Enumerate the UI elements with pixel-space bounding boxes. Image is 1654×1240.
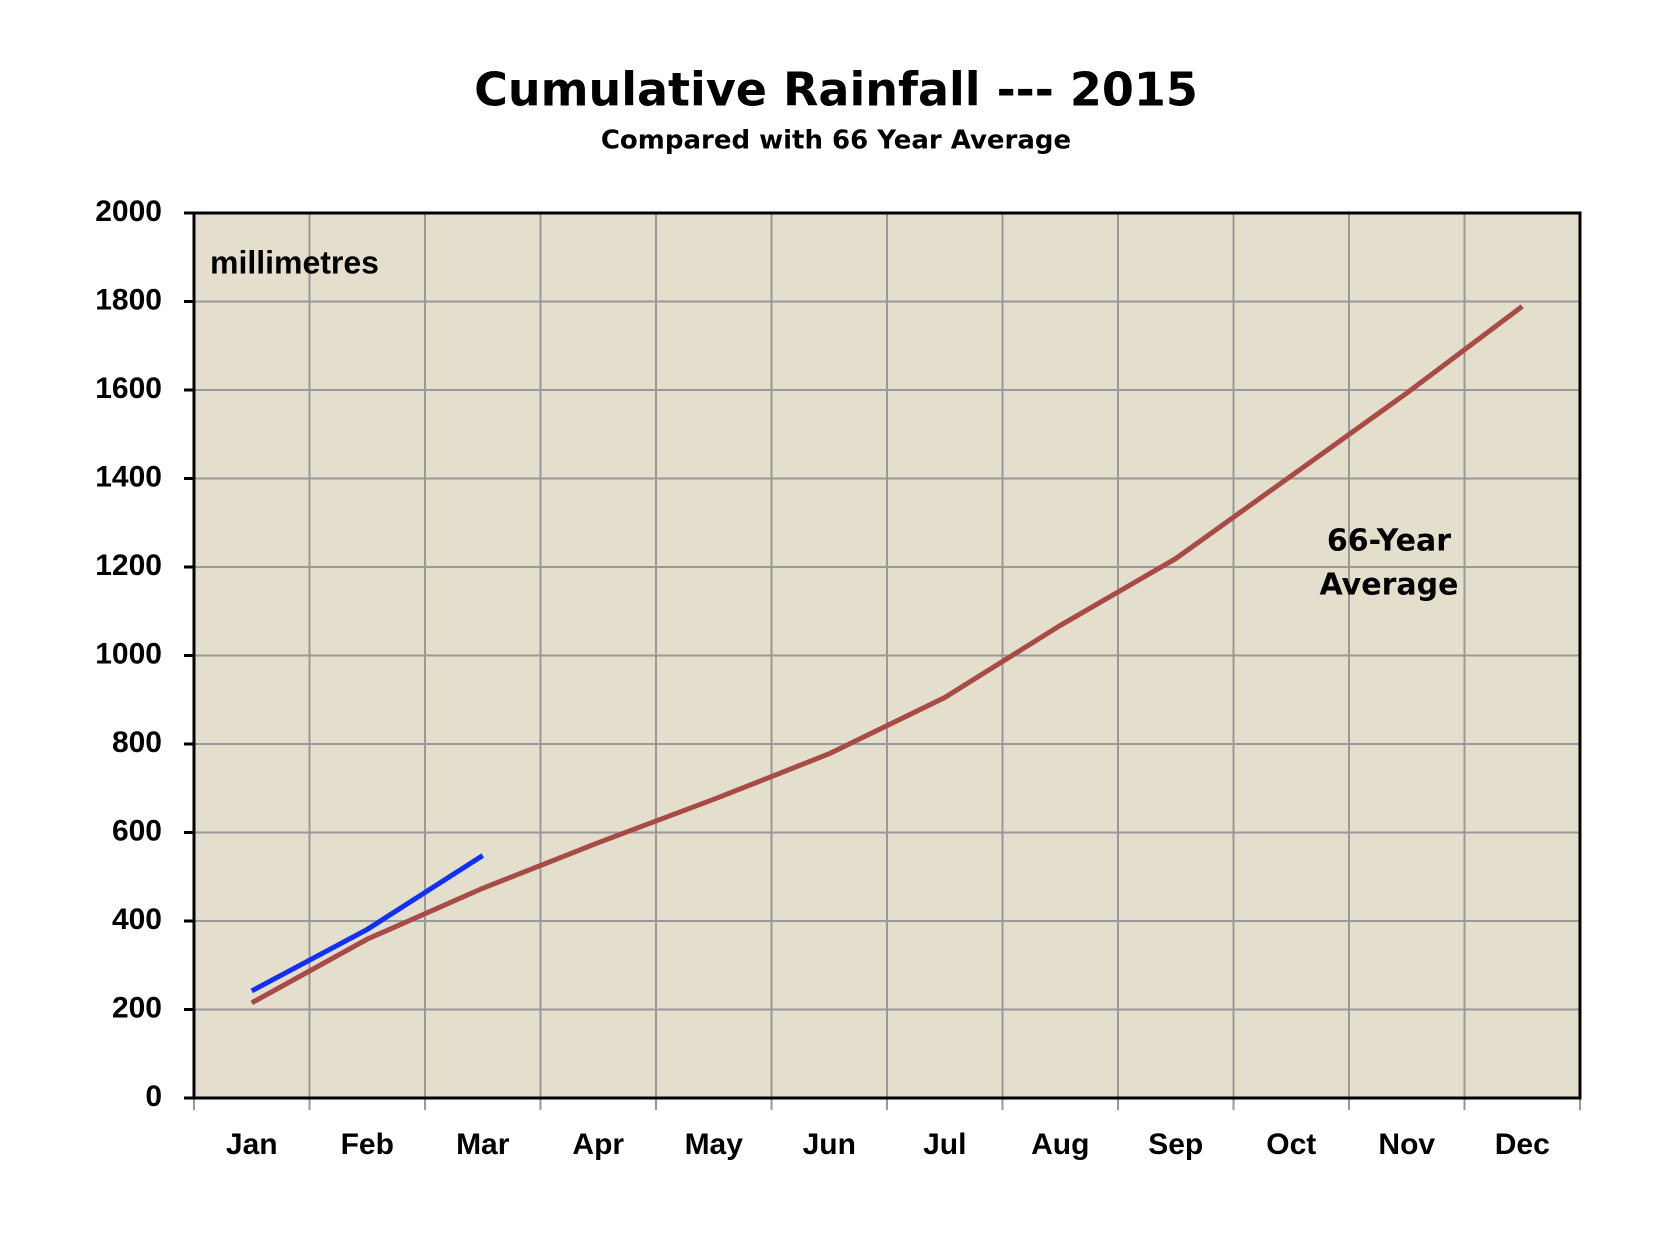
y-tick-label: 1000 — [95, 637, 162, 670]
x-tick-label: Mar — [456, 1128, 510, 1161]
x-tick-label: May — [685, 1128, 744, 1161]
chart-subtitle: Compared with 66 Year Average — [601, 126, 1071, 156]
x-tick-label: Dec — [1495, 1128, 1550, 1161]
x-tick-label: Jan — [226, 1128, 278, 1161]
plot-frame — [192, 211, 1582, 1100]
annotation: Average — [1320, 568, 1459, 603]
y-tick-label: 0 — [145, 1080, 162, 1113]
x-tick-label: Oct — [1266, 1128, 1316, 1161]
x-tick-label: Nov — [1378, 1128, 1435, 1161]
y-tick-label: 1800 — [95, 283, 162, 316]
x-tick-label: Apr — [572, 1128, 624, 1161]
annotation: millimetres — [210, 244, 379, 280]
x-tick-label: Feb — [341, 1128, 394, 1161]
y-tick-label: 600 — [112, 814, 162, 847]
chart-title: Cumulative Rainfall --- 2015 — [474, 63, 1198, 117]
y-tick-label: 800 — [112, 726, 162, 759]
annotation: 66-Year — [1327, 524, 1451, 559]
series-line — [250, 853, 485, 994]
x-tick-label: Jul — [923, 1128, 966, 1161]
y-tick-label: 1200 — [95, 549, 162, 582]
y-tick-label: 400 — [112, 903, 162, 936]
y-tick-label: 1600 — [95, 372, 162, 405]
y-tick-label: 1400 — [95, 460, 162, 493]
x-tick-label: Aug — [1031, 1128, 1089, 1161]
y-tick-label: 200 — [112, 991, 162, 1024]
x-tick-label: Sep — [1148, 1128, 1203, 1161]
x-tick-label: Jun — [803, 1128, 856, 1161]
series-line — [250, 304, 1524, 1006]
y-tick-label: 2000 — [95, 195, 162, 228]
